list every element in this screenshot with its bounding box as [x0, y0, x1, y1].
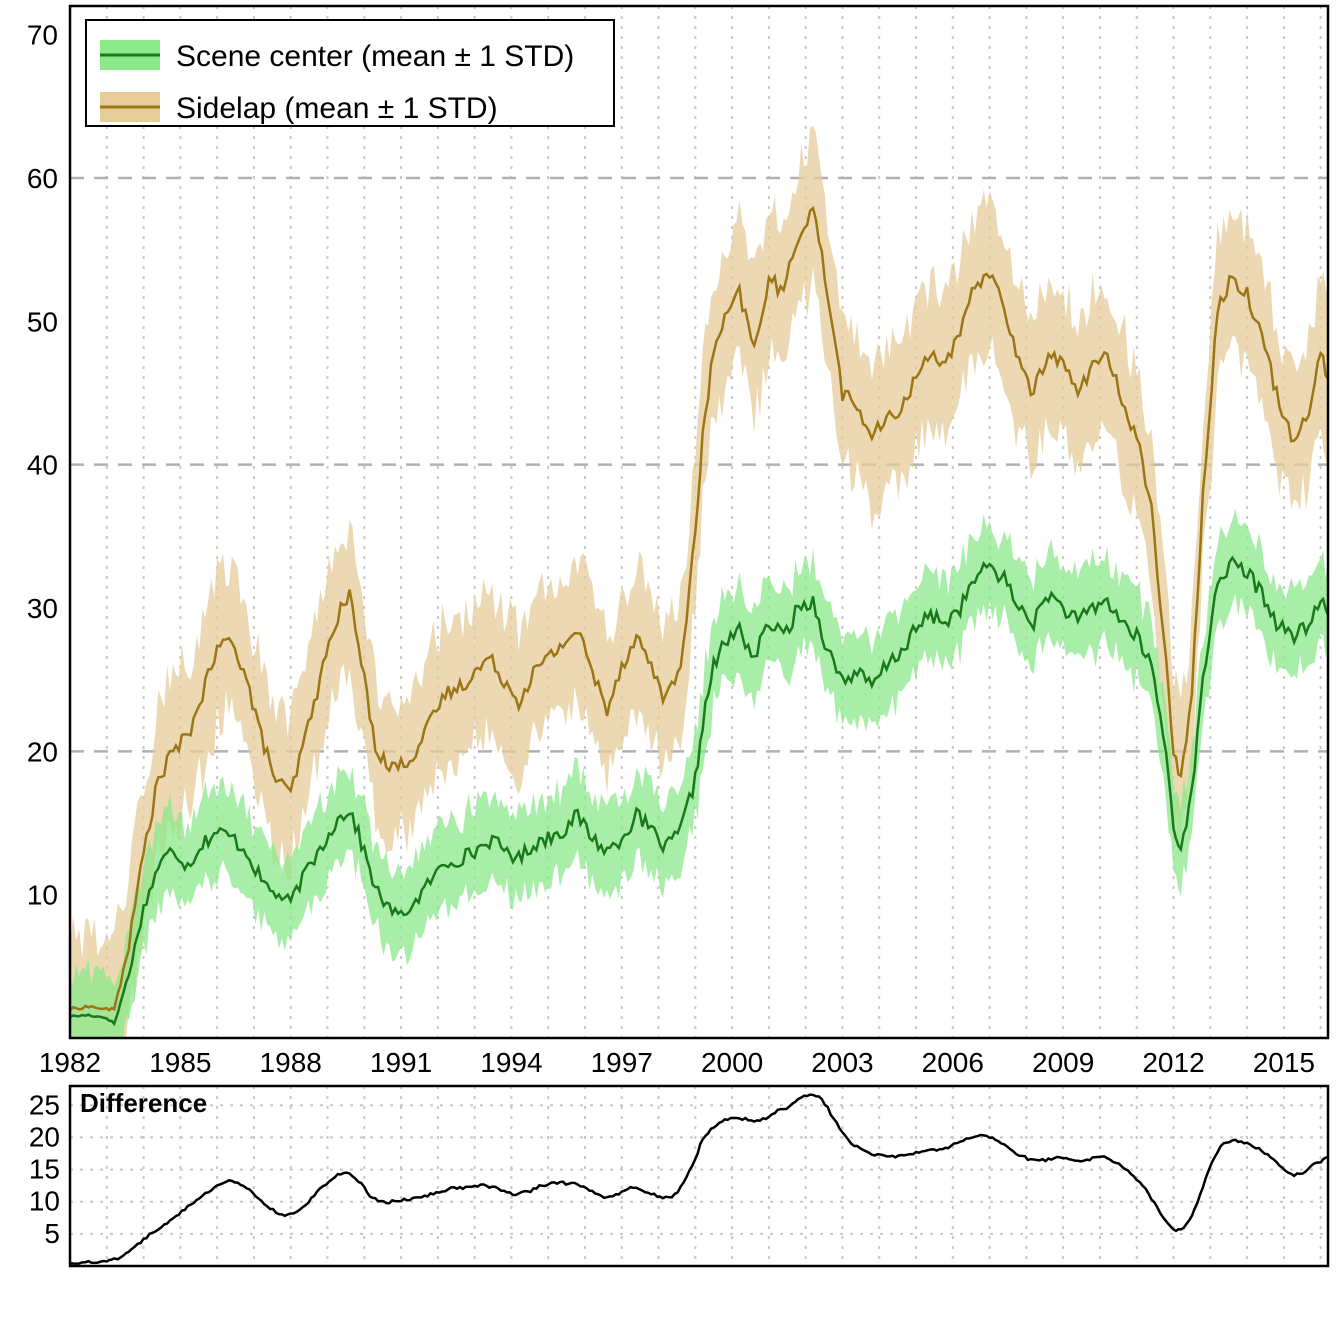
x-tick-label: 2009 [1032, 1047, 1094, 1078]
chart-svg: 10 20 30 40 50 60 70 1982 1985 1988 1991 1994 1997 20… [0, 0, 1336, 1336]
y-tick-label: 60 [27, 163, 58, 194]
chart-container: 10 20 30 40 50 60 70 1982 1985 1988 1991 1994 1997 20… [0, 0, 1336, 1336]
x-tick-label: 2003 [811, 1047, 873, 1078]
diff-panel: 510152025 Difference [29, 1086, 1328, 1266]
y-tick-label: 50 [27, 306, 58, 337]
y-tick-label: 10 [27, 880, 58, 911]
y-tick-label: 10 [29, 1186, 60, 1217]
diff-border [70, 1086, 1328, 1266]
x-tick-label: 1997 [591, 1047, 653, 1078]
legend-label: Sidelap (mean ± 1 STD) [176, 92, 498, 125]
y-tick-label: 30 [27, 593, 58, 624]
x-tick-label: 2012 [1142, 1047, 1204, 1078]
y-tick-label: 20 [29, 1121, 60, 1152]
legend: Scene center (mean ± 1 STD) Sidelap (mean… [86, 20, 614, 126]
difference-line [70, 1095, 1328, 1264]
x-tick-label: 1985 [149, 1047, 211, 1078]
y-tick-label: 70 [27, 20, 58, 51]
x-tick-label: 1991 [370, 1047, 432, 1078]
x-tick-label: 2015 [1253, 1047, 1315, 1078]
y-tick-label: 5 [44, 1218, 60, 1249]
x-tick-label: 2000 [701, 1047, 763, 1078]
y-tick-label: 15 [29, 1154, 60, 1185]
y-tick-label: 25 [29, 1089, 60, 1120]
legend-label: Scene center (mean ± 1 STD) [176, 40, 574, 73]
x-tick-label: 1988 [260, 1047, 322, 1078]
x-tick-label: 1994 [480, 1047, 542, 1078]
diff-title: Difference [80, 1088, 207, 1118]
x-tick-label: 1982 [39, 1047, 101, 1078]
y-tick-label: 40 [27, 450, 58, 481]
main-panel: 10 20 30 40 50 60 70 1982 1985 1988 1991 1994 1997 20… [27, 6, 1328, 1078]
y-tick-label: 20 [27, 736, 58, 767]
x-tick-label: 2006 [922, 1047, 984, 1078]
